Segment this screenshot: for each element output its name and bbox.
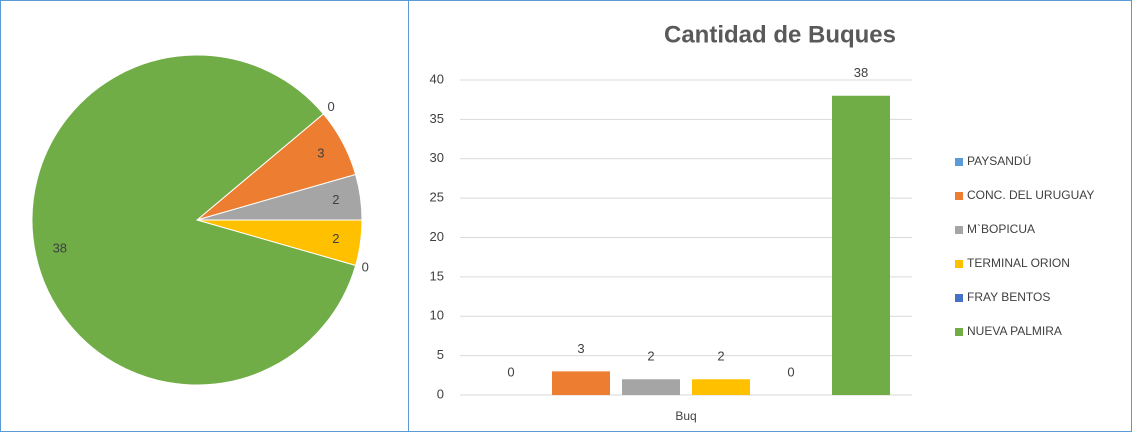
data-label: 38 — [53, 241, 67, 256]
legend-label: FRAY BENTOS — [967, 290, 1050, 304]
legend-swatch — [955, 294, 963, 302]
data-label: 3 — [317, 146, 324, 161]
data-label: 2 — [332, 192, 339, 207]
legend-swatch — [955, 328, 963, 336]
data-label: 0 — [362, 260, 369, 275]
bar — [622, 379, 680, 395]
bar — [692, 379, 750, 395]
legend-swatch — [955, 192, 963, 200]
data-label: 0 — [327, 99, 334, 114]
legend-swatch — [955, 260, 963, 268]
data-label: 2 — [647, 349, 654, 364]
data-label: 2 — [332, 231, 339, 246]
x-tick-label: Buq — [675, 409, 696, 423]
y-tick-label: 25 — [430, 190, 444, 205]
y-tick-label: 35 — [430, 111, 444, 126]
y-tick-label: 20 — [430, 229, 444, 244]
y-tick-label: 15 — [430, 268, 444, 283]
legend-label: M`BOPICUA — [967, 222, 1035, 236]
bar — [552, 371, 610, 395]
legend-label: NUEVA PALMIRA — [967, 324, 1062, 338]
pie-slice — [31, 54, 357, 386]
chart-title: Cantidad de Buques — [664, 21, 896, 48]
y-tick-label: 40 — [430, 71, 444, 86]
data-label: 0 — [787, 364, 794, 379]
legend-label: CONC. DEL URUGUAY — [967, 188, 1094, 202]
legend-swatch — [955, 158, 963, 166]
data-label: 3 — [577, 341, 584, 356]
legend-swatch — [955, 226, 963, 234]
data-label: 2 — [717, 349, 724, 364]
y-tick-label: 0 — [437, 386, 444, 401]
legend-label: TERMINAL ORION — [967, 256, 1070, 270]
y-tick-label: 5 — [437, 347, 444, 362]
data-label: 0 — [507, 364, 514, 379]
data-label: 38 — [854, 65, 868, 80]
y-tick-label: 30 — [430, 150, 444, 165]
legend-label: PAYSANDÚ — [967, 153, 1031, 168]
bar — [832, 95, 890, 395]
y-tick-label: 10 — [430, 308, 444, 323]
